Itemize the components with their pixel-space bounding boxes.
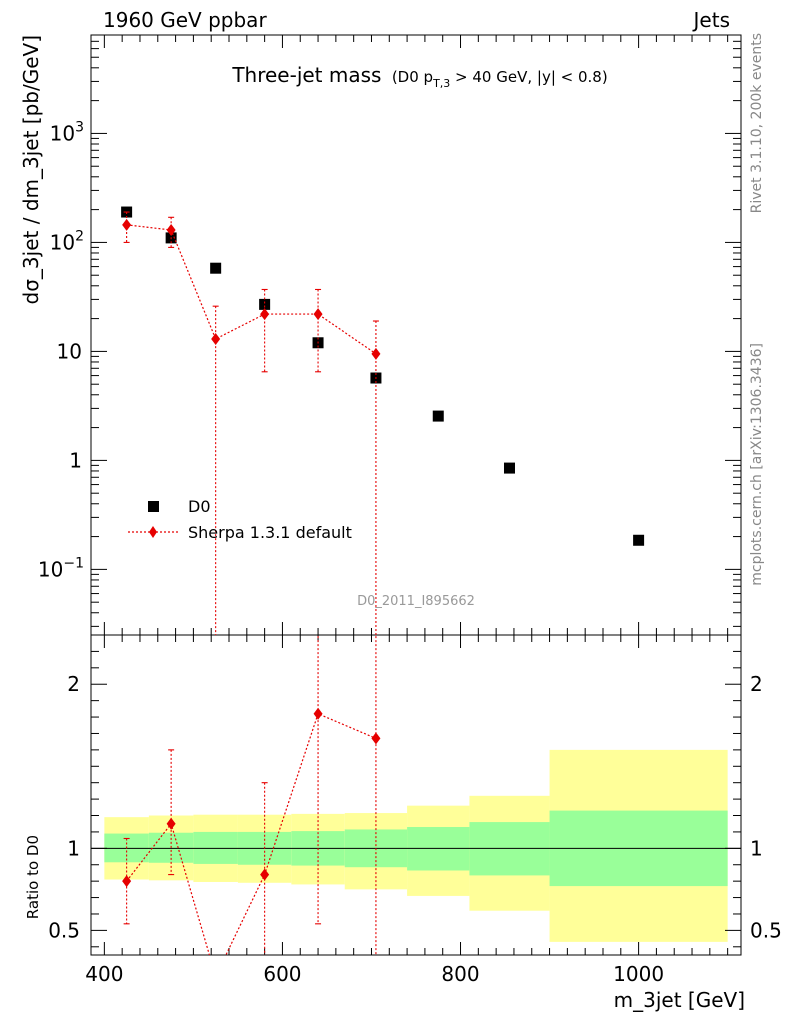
d0-point-8: [633, 534, 645, 546]
d0-point-7: [503, 462, 515, 474]
x-tick-label-800: 800: [441, 962, 479, 986]
x-tick-label-1000: 1000: [613, 962, 664, 986]
sherpa-point-1: [166, 223, 176, 236]
y-tick-label-0: 103: [50, 119, 84, 145]
ratio-tick-label-left-2: 2: [67, 672, 80, 696]
rivet-note: Rivet 3.1.10, 200k events: [749, 33, 765, 213]
legend-marker-sherpa: [149, 526, 157, 538]
d0-point-2: [210, 262, 222, 274]
legend-label-sherpa: Sherpa 1.3.1 default: [188, 523, 352, 542]
ratio-panel-data: [122, 635, 381, 955]
chart-subtitle-rest: > 40 GeV, |y| < 0.8): [450, 68, 607, 86]
sherpa-point-0: [122, 218, 132, 231]
ratio-panel-frame: [90, 634, 742, 956]
ratio-point-1: [166, 817, 176, 830]
ratio-tick-label-left-0: 0.5: [48, 918, 80, 942]
x-tick-label-400: 400: [85, 962, 123, 986]
axis-ticks: [91, 34, 741, 955]
chart-subtitle-sub: T,3: [432, 77, 450, 90]
ratio-point-3: [260, 868, 270, 881]
y-tick-label-4: 10−1: [38, 555, 84, 581]
ratio-point-0: [122, 875, 132, 888]
ratio-tick-label-right-2: 2: [750, 672, 763, 696]
sherpa-point-2: [211, 332, 221, 345]
x-axis-label: m_3jet [GeV]: [614, 988, 745, 1012]
chart-title: Three-jet mass (D0 pT,3 > 40 GeV, |y| < …: [231, 63, 607, 90]
x-tick-label-600: 600: [263, 962, 301, 986]
ratio-tick-label-left-1: 1: [67, 836, 80, 860]
ratio-line: [126, 712, 377, 955]
d0-point-3: [259, 298, 271, 310]
legend-label-d0: D0: [188, 497, 211, 516]
top-panel-data: [121, 206, 645, 635]
ratio-tick-label-right-1: 1: [750, 836, 763, 860]
sherpa-point-3: [260, 308, 270, 321]
mcplots-note: mcplots.cern.ch [arXiv:1306.3436]: [749, 343, 765, 586]
legend-marker-d0: [148, 501, 159, 512]
y-tick-label-3: 1: [69, 448, 82, 472]
ratio-point-5: [371, 732, 381, 745]
ratio-point-4: [313, 707, 323, 720]
sherpa-point-4: [313, 308, 323, 321]
top-y-axis-label: dσ_3jet / dm_3jet [pb/GeV]: [19, 35, 43, 304]
header-left: 1960 GeV ppbar: [103, 8, 267, 32]
header-right: Jets: [692, 8, 730, 32]
ratio-uncertainty-bands: [104, 749, 728, 942]
y-tick-label-2: 10: [57, 339, 82, 363]
ratio-y-axis-label: Ratio to D0: [24, 835, 42, 919]
chart-subtitle: (D0 p: [392, 68, 433, 86]
ratio-tick-label-right-0: 0.5: [750, 918, 782, 942]
y-tick-label-1: 102: [50, 228, 84, 254]
sherpa-line: [126, 224, 377, 355]
chart-title-main: Three-jet mass: [231, 63, 381, 87]
analysis-watermark: D0_2011_I895662: [357, 594, 475, 609]
sherpa-point-5: [371, 347, 381, 360]
legend: D0 Sherpa 1.3.1 default: [128, 497, 352, 542]
d0-point-6: [432, 410, 444, 422]
